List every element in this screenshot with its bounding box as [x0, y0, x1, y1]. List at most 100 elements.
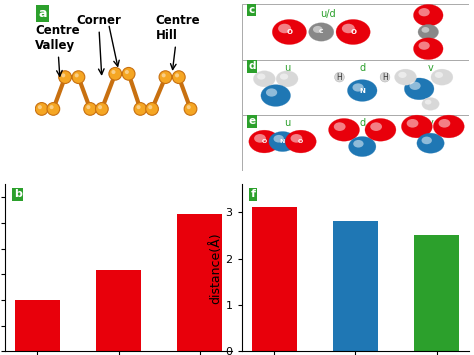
Circle shape — [134, 103, 146, 115]
Circle shape — [438, 119, 450, 128]
Circle shape — [111, 70, 116, 74]
Circle shape — [398, 72, 407, 78]
Text: O: O — [262, 139, 267, 144]
Text: v: v — [425, 9, 431, 18]
Circle shape — [249, 130, 280, 153]
Circle shape — [59, 71, 72, 83]
FancyBboxPatch shape — [242, 4, 469, 60]
Text: d: d — [248, 61, 256, 71]
Text: d: d — [359, 63, 365, 73]
Text: Corner: Corner — [76, 13, 121, 75]
Circle shape — [353, 83, 364, 92]
Text: H: H — [382, 73, 388, 82]
Circle shape — [291, 134, 302, 143]
Circle shape — [125, 70, 129, 74]
Circle shape — [418, 24, 438, 39]
Circle shape — [72, 71, 85, 83]
Circle shape — [269, 131, 296, 152]
Text: v: v — [428, 118, 433, 128]
Text: v: v — [428, 63, 433, 73]
Text: H: H — [337, 73, 342, 82]
Bar — [96, 271, 141, 351]
Circle shape — [417, 133, 444, 153]
Text: Centre
Valley: Centre Valley — [35, 24, 80, 76]
Text: O: O — [350, 29, 356, 35]
Circle shape — [159, 71, 172, 83]
Bar — [15, 300, 60, 351]
Text: b: b — [14, 189, 22, 199]
FancyBboxPatch shape — [242, 115, 469, 171]
Circle shape — [146, 103, 158, 115]
Circle shape — [422, 98, 439, 110]
Circle shape — [370, 122, 382, 131]
Circle shape — [86, 105, 91, 109]
Circle shape — [276, 71, 298, 87]
Circle shape — [272, 20, 307, 44]
Circle shape — [413, 38, 443, 60]
Circle shape — [431, 69, 453, 85]
Circle shape — [35, 103, 48, 115]
Circle shape — [84, 103, 97, 115]
Text: a: a — [38, 7, 47, 20]
Circle shape — [278, 24, 291, 33]
Circle shape — [74, 73, 79, 77]
Circle shape — [122, 67, 135, 80]
Circle shape — [254, 134, 266, 143]
Circle shape — [173, 71, 185, 83]
Circle shape — [433, 115, 464, 138]
Circle shape — [257, 73, 265, 80]
Circle shape — [404, 78, 434, 100]
Text: u: u — [284, 118, 290, 128]
Circle shape — [137, 105, 141, 109]
Text: N: N — [280, 139, 285, 144]
Circle shape — [328, 119, 359, 141]
Text: Centre
Hill: Centre Hill — [155, 13, 200, 70]
Bar — [333, 222, 378, 351]
Text: O: O — [286, 29, 292, 35]
Text: f: f — [251, 189, 255, 199]
Bar — [252, 207, 297, 351]
Circle shape — [407, 119, 419, 128]
Circle shape — [313, 26, 322, 33]
Bar — [177, 214, 222, 351]
Bar — [414, 235, 459, 351]
Circle shape — [342, 24, 355, 33]
Text: e: e — [248, 116, 255, 126]
Circle shape — [421, 27, 429, 33]
Circle shape — [184, 103, 197, 115]
Circle shape — [365, 119, 396, 141]
Circle shape — [410, 82, 420, 90]
Text: c: c — [248, 5, 255, 15]
Text: N: N — [359, 88, 365, 93]
Circle shape — [38, 105, 42, 109]
Text: C: C — [319, 29, 323, 34]
Y-axis label: distance(Å): distance(Å) — [210, 232, 223, 304]
Circle shape — [419, 42, 430, 50]
Circle shape — [336, 20, 370, 44]
Circle shape — [421, 137, 432, 144]
Circle shape — [50, 105, 54, 109]
Circle shape — [435, 72, 443, 78]
Circle shape — [394, 69, 417, 85]
Text: O: O — [298, 139, 303, 144]
Circle shape — [334, 122, 346, 131]
Text: d: d — [359, 118, 365, 128]
Circle shape — [280, 73, 288, 80]
Circle shape — [425, 100, 431, 104]
Circle shape — [98, 105, 102, 109]
Circle shape — [254, 71, 275, 87]
Circle shape — [187, 105, 191, 109]
Circle shape — [309, 23, 334, 41]
Circle shape — [353, 140, 364, 148]
Circle shape — [96, 103, 108, 115]
Circle shape — [348, 137, 376, 157]
Circle shape — [273, 135, 284, 143]
FancyBboxPatch shape — [242, 60, 469, 115]
Circle shape — [175, 73, 179, 77]
Text: u/d: u/d — [320, 9, 336, 18]
Circle shape — [261, 85, 291, 106]
Circle shape — [162, 73, 166, 77]
Circle shape — [47, 103, 60, 115]
Circle shape — [413, 4, 443, 26]
Circle shape — [109, 67, 122, 80]
